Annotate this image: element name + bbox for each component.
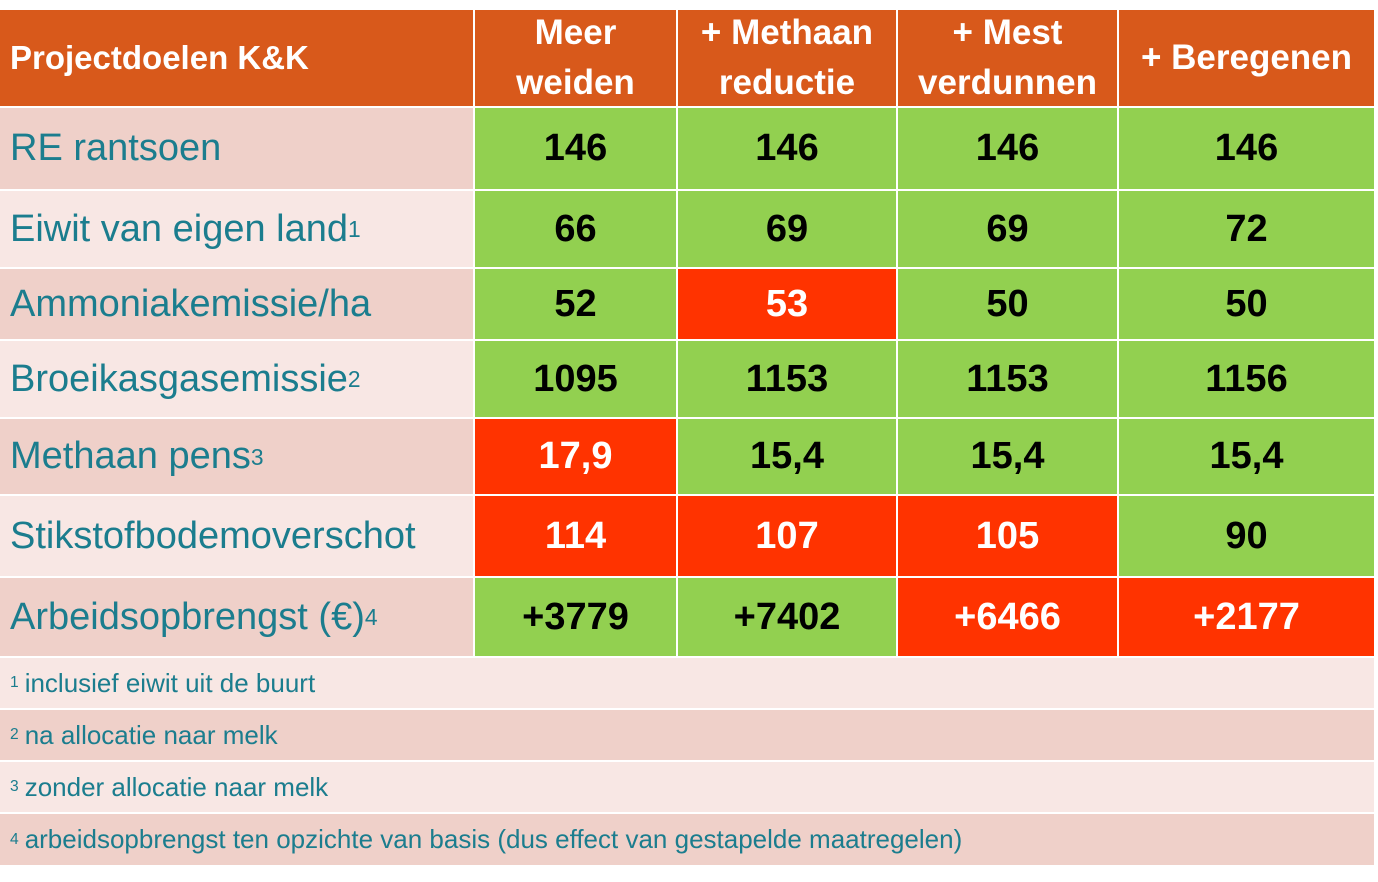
value-cell: 90 (1119, 496, 1374, 576)
column-header-line1: + Mest (952, 13, 1063, 52)
footnote-1: 1 inclusief eiwit uit de buurt (0, 658, 1374, 708)
column-header-line1: Meer (534, 13, 617, 52)
value-cell: 69 (678, 191, 896, 267)
footnote-3: 3 zonder allocatie naar melk (0, 762, 1374, 812)
value-cell: +6466 (898, 578, 1117, 656)
value-cell: 50 (898, 269, 1117, 339)
column-header-beregenen: + Beregenen (1119, 10, 1374, 106)
value-cell: 146 (678, 108, 896, 189)
value-cell: 15,4 (678, 419, 896, 494)
column-header-line2: weiden (516, 63, 635, 102)
value-cell: 105 (898, 496, 1117, 576)
row-label: Ammoniakemissie/ha (0, 269, 473, 339)
column-header-methaan-reductie: + Methaan reductie (678, 10, 896, 106)
footnote-text: zonder allocatie naar melk (24, 771, 329, 802)
value-cell: 53 (678, 269, 896, 339)
row-label: Methaan pens 3 (0, 419, 473, 494)
row-label-text: Broeikasgasemissie (10, 357, 348, 400)
column-header-line2: reductie (718, 63, 856, 102)
row-label-text: RE rantsoen (10, 127, 222, 169)
value-cell: +7402 (678, 578, 896, 656)
footnote-text: arbeidsopbrengst ten opzichte van basis … (24, 824, 963, 854)
value-cell: 107 (678, 496, 896, 576)
row-label-text: Eiwit van eigen land (10, 207, 348, 250)
column-header-line1: + Beregenen (1140, 38, 1353, 77)
column-header-line1: + Methaan (700, 13, 874, 52)
footnote-text: inclusief eiwit uit de buurt (24, 667, 316, 698)
value-cell: 52 (475, 269, 676, 339)
row-label: Stikstofbodemoverschot (0, 496, 473, 576)
row-label-text: Stikstofbodemoverschot (10, 514, 416, 557)
column-header-meer-weiden: Meer weiden (475, 10, 676, 106)
value-cell: 1095 (475, 341, 676, 417)
value-cell: 15,4 (898, 419, 1117, 494)
value-cell: +2177 (1119, 578, 1374, 656)
row-label: Arbeidsopbrengst (€) 4 (0, 578, 473, 656)
column-header-line2: verdunnen (918, 63, 1097, 102)
project-goals-table: Projectdoelen K&K Meer weiden + Methaan … (0, 10, 1374, 865)
value-cell: 1153 (898, 341, 1117, 417)
value-cell: 114 (475, 496, 676, 576)
row-label-text: Ammoniakemissie/ha (10, 282, 372, 325)
value-cell: 69 (898, 191, 1117, 267)
value-cell: 1156 (1119, 341, 1374, 417)
row-label-text: Methaan pens (10, 435, 251, 477)
value-cell: 146 (898, 108, 1117, 189)
value-cell: +3779 (475, 578, 676, 656)
value-cell: 66 (475, 191, 676, 267)
row-label: Broeikasgasemissie 2 (0, 341, 473, 417)
row-label-text: Arbeidsopbrengst (€) (10, 595, 365, 638)
value-cell: 146 (475, 108, 676, 189)
table-title: Projectdoelen K&K (0, 10, 473, 106)
value-cell: 15,4 (1119, 419, 1374, 494)
value-cell: 146 (1119, 108, 1374, 189)
table-title-text: Projectdoelen K&K (10, 39, 309, 76)
value-cell: 1153 (678, 341, 896, 417)
value-cell: 17,9 (475, 419, 676, 494)
value-cell: 50 (1119, 269, 1374, 339)
value-cell: 72 (1119, 191, 1374, 267)
row-label: RE rantsoen (0, 108, 473, 189)
footnote-4: 4 arbeidsopbrengst ten opzichte van basi… (0, 814, 1374, 865)
footnote-text: na allocatie naar melk (24, 719, 278, 750)
footnote-2: 2 na allocatie naar melk (0, 710, 1374, 760)
column-header-mest-verdunnen: + Mest verdunnen (898, 10, 1117, 106)
row-label: Eiwit van eigen land 1 (0, 191, 473, 267)
